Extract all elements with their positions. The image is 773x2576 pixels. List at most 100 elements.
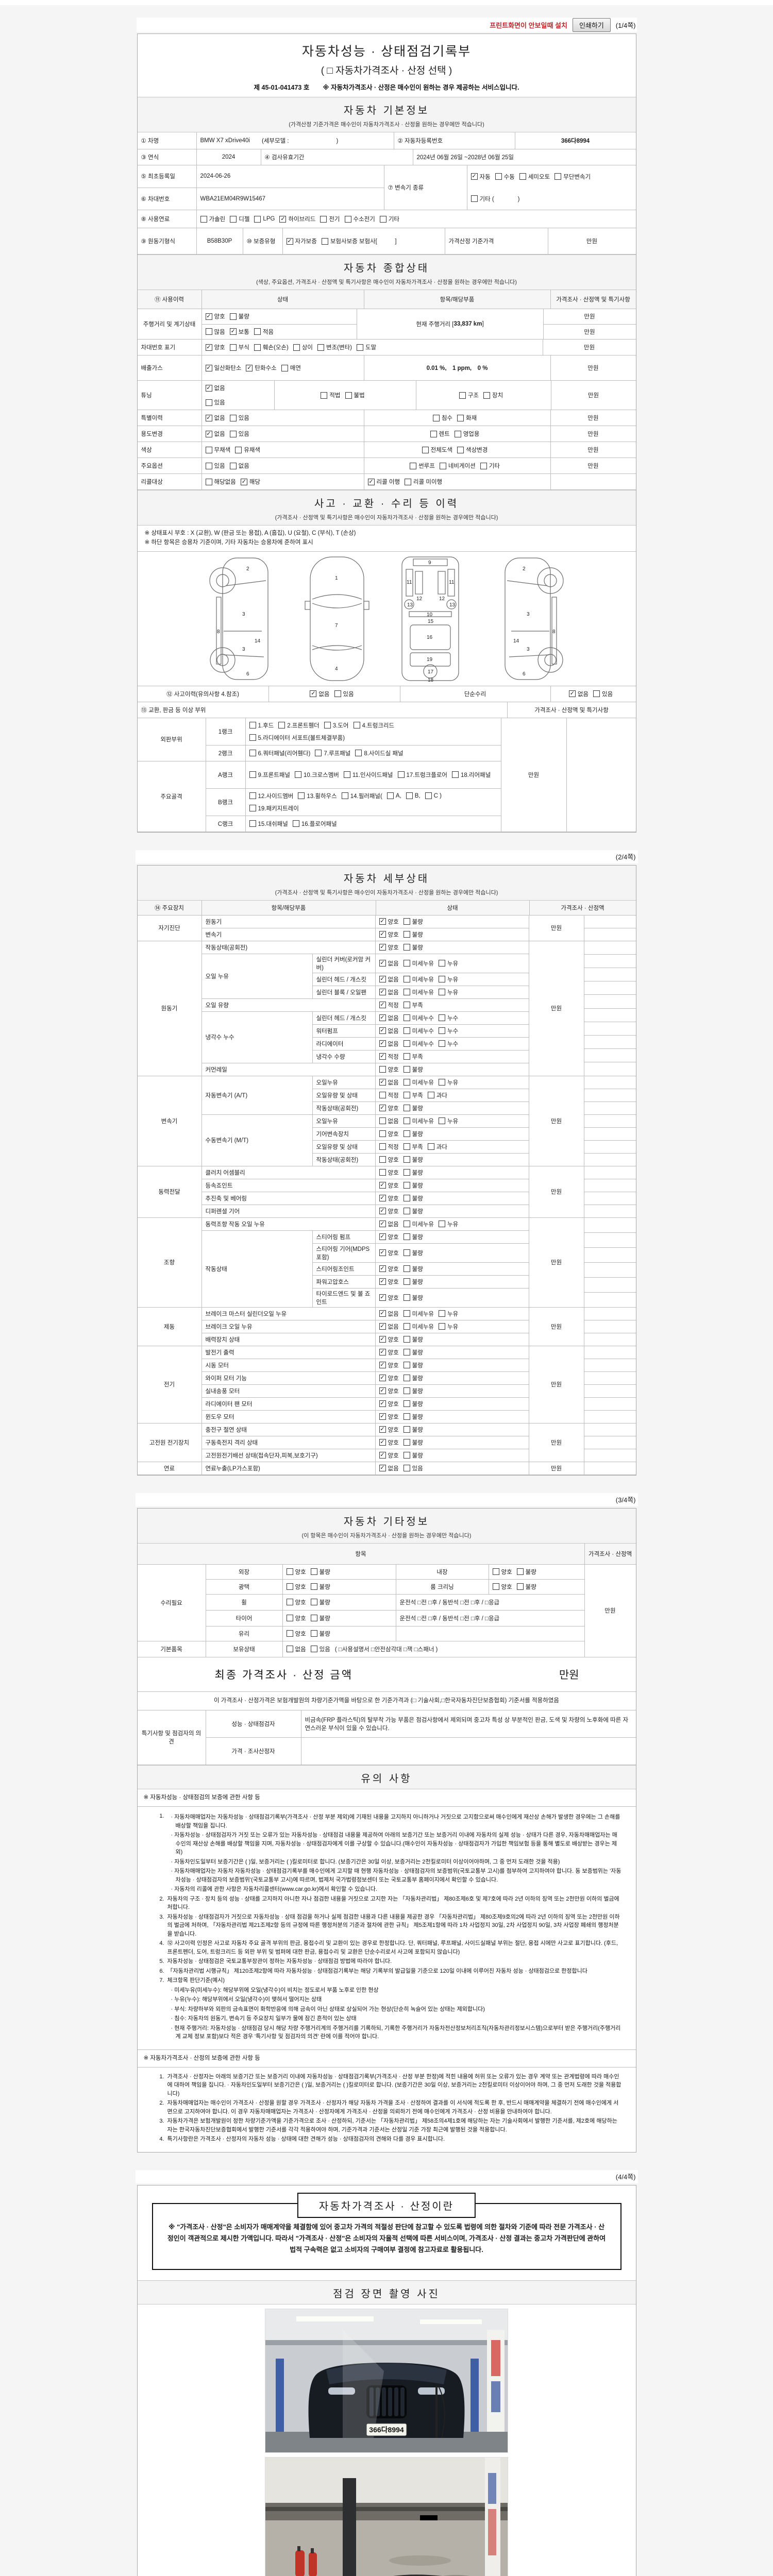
option-불량[interactable]: 불량 <box>403 1233 423 1241</box>
checkbox-불량[interactable] <box>403 1208 410 1215</box>
checkbox-양호[interactable] <box>379 1375 386 1382</box>
option-누유[interactable]: 누유 <box>439 1220 458 1228</box>
checkbox-없음[interactable] <box>286 1646 293 1653</box>
option-불량[interactable]: 불량 <box>310 1583 330 1591</box>
option-group[interactable]: 리콜 이행 리콜 미이행 <box>364 474 551 489</box>
checkbox-미세누수[interactable] <box>403 1040 410 1047</box>
checkbox-없음[interactable] <box>379 1117 386 1125</box>
option-불량[interactable]: 불량 <box>403 1387 423 1395</box>
option-불량[interactable]: 불량 <box>403 1361 423 1369</box>
checkbox-없음[interactable] <box>379 1027 386 1035</box>
checkbox-탄화수소[interactable] <box>246 364 253 371</box>
option-19.패키지트레이[interactable]: 19.패키지트레이 <box>249 804 299 812</box>
option-10.크로스멤버[interactable]: 10.크로스멤버 <box>295 771 339 779</box>
option-색상변경[interactable]: 색상변경 <box>457 446 488 454</box>
checkbox-많음[interactable] <box>205 328 212 335</box>
option-없음[interactable]: 없음 <box>310 690 330 698</box>
option-영업용[interactable]: 영업용 <box>454 430 479 438</box>
option-group[interactable]: 양호 불량 <box>376 1231 529 1243</box>
option-group[interactable]: 6.쿼터패널(리어휀다) 7.루프패널 8.사이드실 패널 <box>246 745 501 761</box>
checkbox-미세누유[interactable] <box>403 1117 410 1125</box>
checkbox-적정[interactable] <box>379 1053 386 1060</box>
checkbox-없음[interactable] <box>310 690 317 698</box>
option-누유[interactable]: 누유 <box>439 1310 458 1318</box>
option-적음[interactable]: 적음 <box>254 328 274 336</box>
option-무단변속기[interactable]: 무단변속기 <box>554 173 591 181</box>
option-group[interactable]: 12.사이드멤버 13.휠하우스 14.필러패널(A, B, C ) 19.패키지트레이 <box>246 789 501 816</box>
checkbox-미세누유[interactable] <box>403 1079 410 1086</box>
checkbox-8.사이드실 패널[interactable] <box>355 750 362 757</box>
checkbox-불량[interactable] <box>310 1583 317 1590</box>
checkbox-없음[interactable] <box>205 430 212 437</box>
checkbox-미세누수[interactable] <box>403 1014 410 1022</box>
checkbox-영업용[interactable] <box>454 430 461 437</box>
option-양호[interactable]: 양호 <box>379 1104 399 1112</box>
checkbox-불량[interactable] <box>403 1169 410 1176</box>
option-group[interactable]: 양호 불량 <box>376 1411 529 1423</box>
checkbox-적음[interactable] <box>254 328 261 335</box>
option-group[interactable]: 양호 불량 <box>283 1610 396 1626</box>
option-누유[interactable]: 누유 <box>439 1117 458 1125</box>
option-화재[interactable]: 화재 <box>457 414 477 422</box>
option-없음[interactable]: 없음 <box>379 1117 399 1125</box>
checkbox-누유[interactable] <box>439 1079 445 1086</box>
option-불량[interactable]: 불량 <box>403 1249 423 1257</box>
option-전체도색[interactable]: 전체도색 <box>422 446 452 454</box>
option-장치[interactable]: 장치 <box>483 391 503 399</box>
option-C )[interactable]: C ) <box>425 792 442 800</box>
checkbox-없음[interactable] <box>379 989 386 996</box>
checkbox-불량[interactable] <box>310 1630 317 1637</box>
option-있음[interactable]: 있음 <box>403 1464 423 1472</box>
option-매연[interactable]: 매연 <box>281 364 301 372</box>
option-불량[interactable]: 불량 <box>403 1413 423 1421</box>
option-group[interactable]: 무채색 유채색 <box>202 442 364 457</box>
option-13.휠하우스[interactable]: 13.휠하우스 <box>298 792 337 800</box>
checkbox-불량[interactable] <box>516 1583 524 1590</box>
option-group[interactable]: 없음 미세누유 누유 <box>376 973 529 986</box>
checkbox-양호[interactable] <box>379 944 386 951</box>
checkbox-양호[interactable] <box>379 1349 386 1356</box>
option-기타 ( )[interactable]: 기타 ( ) <box>470 195 520 203</box>
option-group[interactable]: 없음 있음 <box>551 686 636 702</box>
option-7.루프패널[interactable]: 7.루프패널 <box>315 749 350 757</box>
checkbox-5.라디에이터 서포트(볼트체결부품)[interactable] <box>249 734 256 741</box>
checkbox-양호[interactable] <box>379 1426 386 1433</box>
option-불량[interactable]: 불량 <box>310 1614 330 1622</box>
option-미세누유[interactable]: 미세누유 <box>403 1310 434 1318</box>
checkbox-불량[interactable] <box>516 1568 524 1575</box>
option-group[interactable]: 없음 <box>202 381 274 395</box>
checkbox-양호[interactable] <box>379 1439 386 1446</box>
option-리콜 미이행[interactable]: 리콜 미이행 <box>405 478 442 486</box>
option-group[interactable]: 9.프론트패널 10.크로스멤버 11.인사이드패널 17.트렁크플로어 18.리어패널 <box>246 761 501 788</box>
option-양호[interactable]: 양호 <box>379 918 399 926</box>
option-불량[interactable]: 불량 <box>403 1374 423 1382</box>
option-적정[interactable]: 적정 <box>379 1001 399 1009</box>
option-수동[interactable]: 수동 <box>495 173 515 181</box>
checkbox-무단변속기[interactable] <box>554 173 562 180</box>
checkbox-양호[interactable] <box>379 918 386 925</box>
option-group[interactable]: 양호 불량 <box>376 1346 529 1359</box>
option-불량[interactable]: 불량 <box>403 1265 423 1273</box>
checkbox-양호[interactable] <box>286 1599 293 1606</box>
checkbox-없음[interactable] <box>379 1323 386 1330</box>
option-양호[interactable]: 양호 <box>379 1438 399 1447</box>
option-group[interactable]: 있음 없음 <box>202 458 364 473</box>
option-group[interactable]: 15.대쉬패널 16.플로어패널 <box>246 816 501 832</box>
option-세미오토[interactable]: 세미오토 <box>519 173 550 181</box>
checkbox-불량[interactable] <box>403 1426 410 1433</box>
checkbox-없음[interactable] <box>379 1079 386 1086</box>
option-과다[interactable]: 과다 <box>427 1143 447 1151</box>
option-group[interactable]: 없음 있음 <box>376 1462 529 1475</box>
checkbox-훼손(오손)[interactable] <box>254 344 261 351</box>
checkbox-화재[interactable] <box>457 414 464 421</box>
option-양호[interactable]: 양호 <box>379 1387 399 1395</box>
checkbox-양호[interactable] <box>379 1249 386 1257</box>
checkbox-양호[interactable] <box>379 1387 386 1395</box>
option-도말[interactable]: 도말 <box>356 343 376 351</box>
checkbox-7.루프패널[interactable] <box>315 750 322 757</box>
option-불량[interactable]: 불량 <box>403 1451 423 1460</box>
option-group[interactable]: 양호 불량 <box>376 941 529 954</box>
option-없음[interactable]: 없음 <box>205 430 225 438</box>
checkbox-과다[interactable] <box>427 1143 434 1150</box>
print-install-notice[interactable]: 프린트화면이 안보일때 설치 <box>490 21 567 29</box>
